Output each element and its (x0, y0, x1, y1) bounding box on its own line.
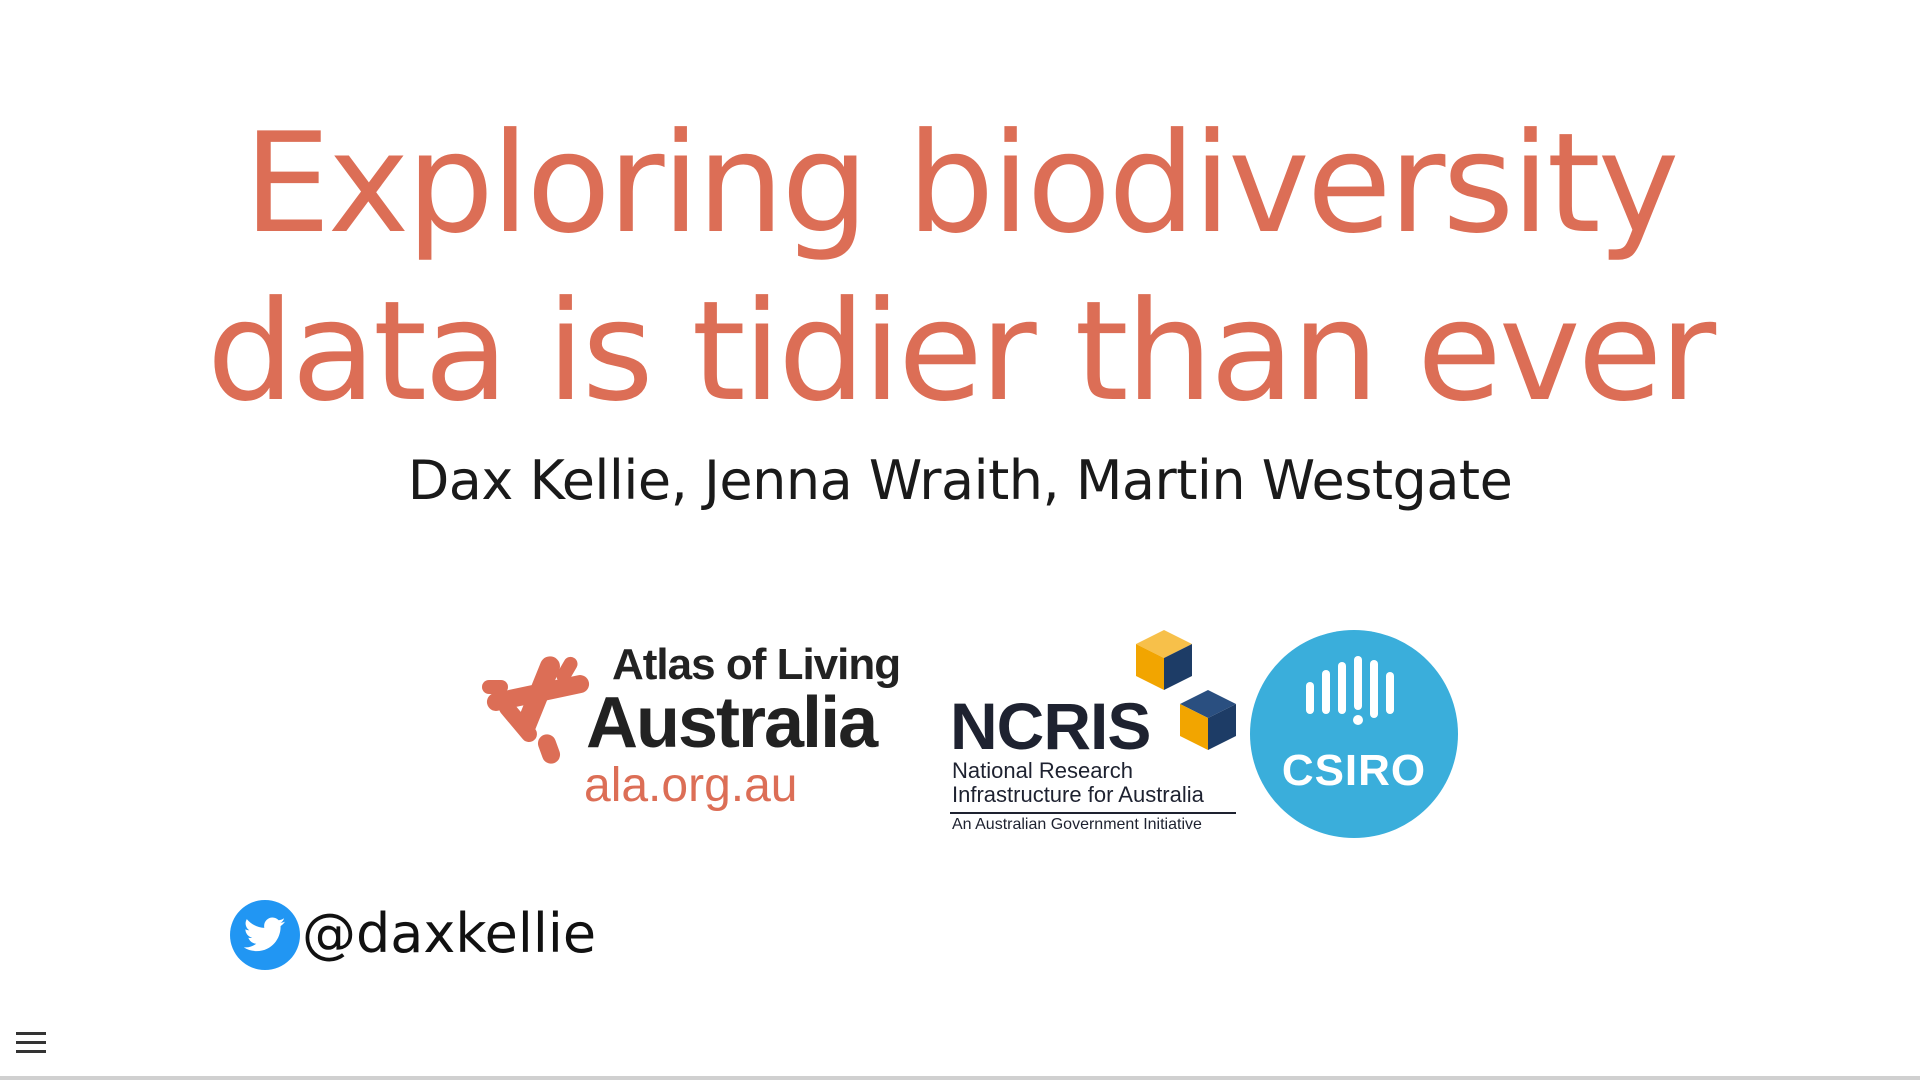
csiro-logo: CSIRO (1250, 630, 1458, 838)
menu-bar-top (16, 1032, 46, 1035)
slide-authors: Dax Kellie, Jenna Wraith, Martin Westgat… (407, 449, 1513, 512)
slide-title: Exploring biodiversity data is tidier th… (0, 100, 1920, 436)
ncris-logo-word: NCRIS (950, 689, 1151, 763)
hamburger-menu-icon[interactable] (14, 1026, 48, 1060)
slide-progress-bar (0, 1076, 1920, 1080)
menu-bar-bottom (16, 1050, 46, 1053)
csiro-bars-icon (1306, 656, 1394, 725)
ncris-logo: NCRIS National Research Infrastructure f… (948, 628, 1238, 838)
twitter-handle-text[interactable]: @daxkellie (302, 902, 597, 965)
ala-logo-line-1: Atlas of Living (612, 640, 901, 689)
csiro-logo-word: CSIRO (1281, 746, 1427, 795)
twitter-icon (230, 900, 300, 970)
ala-bird-icon (482, 656, 590, 764)
ncris-logo-subtitle-2: Infrastructure for Australia (952, 782, 1204, 807)
slide-title-line-2: data is tidier than ever (206, 271, 1716, 432)
ncris-logo-tagline: An Australian Government Initiative (952, 816, 1202, 833)
ala-logo: Atlas of Living Australia ala.org.au (480, 640, 920, 820)
ncris-logo-subtitle-1: National Research (952, 758, 1133, 783)
ala-logo-line-2: Australia (586, 683, 878, 763)
ncris-logo-divider (950, 812, 1236, 814)
menu-bar-middle (16, 1041, 46, 1044)
ala-logo-url: ala.org.au (584, 759, 798, 812)
ncris-cubes-icon (1136, 630, 1236, 750)
slide-title-line-1: Exploring biodiversity (243, 103, 1680, 264)
